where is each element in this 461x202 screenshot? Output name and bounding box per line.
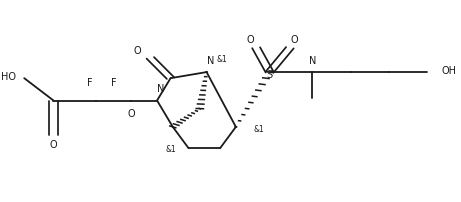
Text: HO: HO <box>1 72 16 82</box>
Text: &1: &1 <box>217 55 228 64</box>
Text: O: O <box>128 108 135 118</box>
Text: O: O <box>134 45 142 56</box>
Text: F: F <box>111 78 116 88</box>
Text: &1: &1 <box>254 125 265 134</box>
Text: S: S <box>266 70 273 80</box>
Text: O: O <box>247 35 254 45</box>
Text: N: N <box>207 56 214 66</box>
Text: &1: &1 <box>165 144 176 153</box>
Text: N: N <box>157 84 164 94</box>
Text: N: N <box>309 56 316 66</box>
Text: OH: OH <box>442 66 457 76</box>
Text: O: O <box>290 35 298 45</box>
Text: F: F <box>87 78 92 88</box>
Text: O: O <box>50 139 57 149</box>
